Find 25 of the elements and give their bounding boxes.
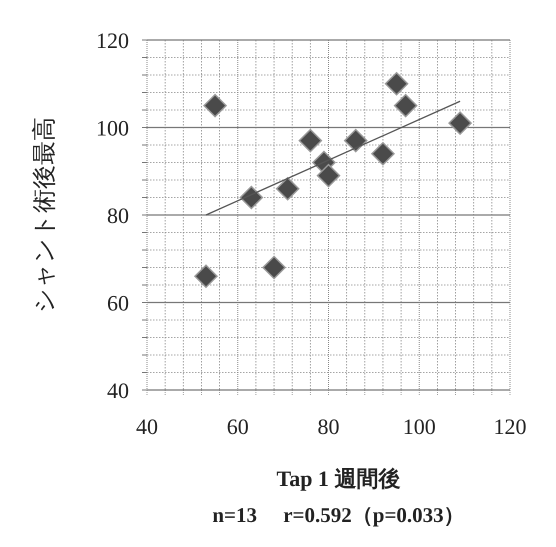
x-tick-label: 40: [136, 414, 158, 439]
y-tick-label: 60: [107, 290, 129, 316]
point: [344, 128, 368, 152]
point: [371, 142, 395, 166]
y-tick-label: 40: [107, 378, 129, 403]
x-tick-label: 100: [402, 414, 436, 439]
x-axis-title: Tap 1 週間後: [276, 466, 400, 491]
x-tick-label: 80: [318, 414, 340, 439]
point: [448, 111, 472, 135]
y-axis-title: シャント術後最高: [31, 117, 58, 313]
x-tick-label: 120: [494, 414, 526, 439]
point: [262, 256, 286, 280]
y-tick-label: 80: [107, 203, 129, 228]
point: [394, 94, 418, 118]
x-tick-label: 60: [226, 414, 249, 439]
point: [384, 72, 408, 96]
point: [298, 128, 322, 152]
y-tick-label: 100: [96, 116, 129, 140]
point: [276, 177, 300, 200]
text: n=13 r=0.592（p=0.033）: [212, 503, 465, 527]
point: [316, 164, 340, 188]
y-tick-label: 120: [96, 28, 129, 53]
point: [194, 264, 218, 288]
point: [203, 94, 227, 118]
point: [240, 186, 264, 210]
